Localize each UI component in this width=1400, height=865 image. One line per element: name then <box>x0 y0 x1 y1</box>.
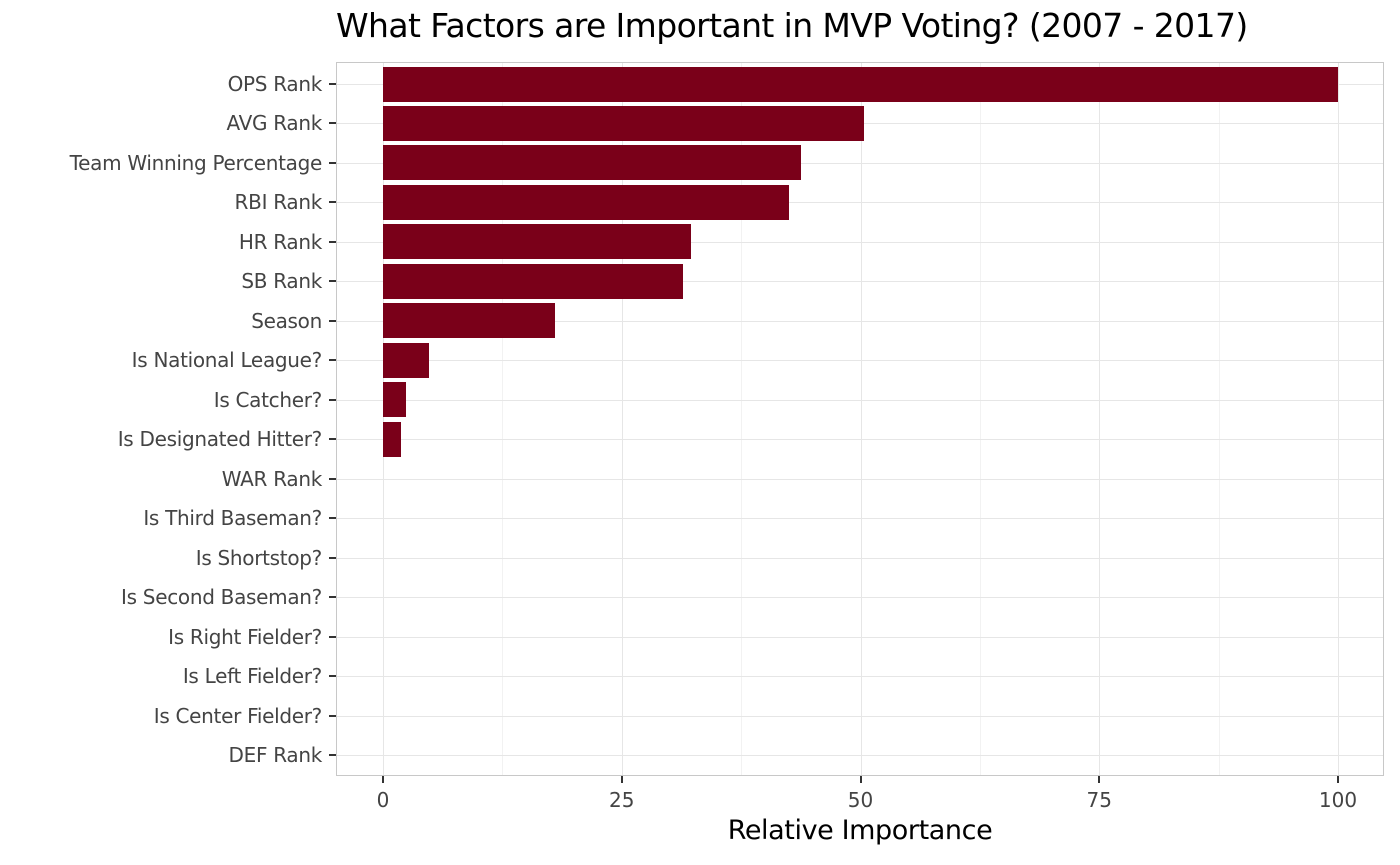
y-axis-label: DEF Rank <box>228 743 323 767</box>
y-axis-label: Is Shortstop? <box>195 545 323 570</box>
bar <box>383 382 406 418</box>
y-axis-tick <box>329 596 336 599</box>
horizontal-gridline <box>337 439 1383 441</box>
horizontal-gridline <box>337 715 1383 717</box>
vertical-gridline <box>502 63 504 775</box>
y-axis-tick <box>329 83 336 85</box>
y-axis-tick <box>329 201 336 204</box>
horizontal-gridline <box>337 636 1383 638</box>
horizontal-gridline <box>337 281 1383 283</box>
y-axis-label: WAR Rank <box>221 466 323 491</box>
horizontal-gridline <box>337 241 1383 243</box>
y-axis-tick <box>329 754 336 756</box>
vertical-gridline <box>1338 63 1339 775</box>
y-axis-tick <box>329 517 336 520</box>
vertical-gridline <box>979 63 981 775</box>
x-axis-tick <box>859 776 862 783</box>
bar <box>383 145 802 181</box>
y-axis-tick <box>329 240 336 243</box>
x-axis-tick-label: 100 <box>1318 788 1358 812</box>
x-axis-tick-label: 0 <box>376 788 390 812</box>
y-axis-label: Is Right Fielder? <box>168 624 322 649</box>
bar <box>383 184 789 220</box>
bar <box>383 224 692 260</box>
x-axis-tick <box>1337 776 1339 783</box>
horizontal-gridline <box>337 399 1383 401</box>
y-axis-tick <box>329 161 336 164</box>
vertical-gridline <box>383 63 384 775</box>
horizontal-gridline <box>337 202 1383 204</box>
y-axis-label: Is Third Baseman? <box>143 506 322 531</box>
y-axis-label: Is Catcher? <box>213 387 323 412</box>
bar <box>383 421 402 457</box>
y-axis-label: HR Rank <box>238 229 322 254</box>
y-axis-label: Is Left Fielder? <box>182 664 322 689</box>
horizontal-gridline <box>337 597 1383 599</box>
y-axis-tick <box>329 319 336 322</box>
horizontal-gridline <box>337 557 1383 559</box>
y-axis-tick <box>329 714 336 717</box>
y-axis-label: Season <box>251 308 322 333</box>
x-axis-tick <box>1098 776 1101 783</box>
bar <box>383 342 429 378</box>
y-axis-label: RBI Rank <box>234 190 323 215</box>
y-axis-label: SB Rank <box>241 269 322 294</box>
horizontal-gridline <box>337 360 1383 362</box>
bar <box>383 303 555 339</box>
y-axis-tick <box>329 398 336 401</box>
bar <box>383 66 1338 102</box>
y-axis-tick <box>329 438 336 441</box>
y-axis-tick <box>329 477 336 480</box>
x-axis-tick-label: 75 <box>1086 788 1112 812</box>
y-axis-label: Is Designated Hitter? <box>117 427 323 452</box>
chart-title: What Factors are Important in MVP Voting… <box>336 6 1248 45</box>
horizontal-gridline <box>337 676 1383 678</box>
y-axis-label: Is Center Fielder? <box>153 703 323 728</box>
y-axis-label: OPS Rank <box>227 72 323 96</box>
x-axis-title: Relative Importance <box>727 815 993 846</box>
x-axis-tick <box>620 776 623 783</box>
vertical-gridline <box>741 63 743 775</box>
vertical-gridline <box>1099 63 1101 775</box>
y-axis-label: Team Winning Percentage <box>69 150 323 175</box>
vertical-gridline <box>860 63 862 775</box>
horizontal-gridline <box>337 478 1383 480</box>
y-axis-tick <box>329 675 336 678</box>
y-axis-tick <box>329 122 336 125</box>
x-axis-tick-label: 25 <box>609 788 635 812</box>
y-axis-tick <box>329 359 336 362</box>
vertical-gridline <box>621 63 623 775</box>
y-axis-label: Is Second Baseman? <box>121 585 322 610</box>
y-axis-tick <box>329 635 336 638</box>
y-axis-label: AVG Rank <box>226 111 322 136</box>
horizontal-gridline <box>337 320 1383 322</box>
vertical-gridline <box>1218 63 1220 775</box>
x-axis-tick-label: 50 <box>847 788 874 812</box>
horizontal-gridline <box>337 518 1383 520</box>
plot-panel <box>336 62 1384 776</box>
x-axis-tick <box>382 776 384 783</box>
horizontal-gridline <box>337 755 1383 756</box>
y-axis-label: Is National League? <box>131 348 323 373</box>
y-axis-tick <box>329 556 336 559</box>
y-axis-tick <box>329 280 336 283</box>
horizontal-gridline <box>337 162 1383 164</box>
bar <box>383 105 865 141</box>
bar <box>383 263 683 299</box>
